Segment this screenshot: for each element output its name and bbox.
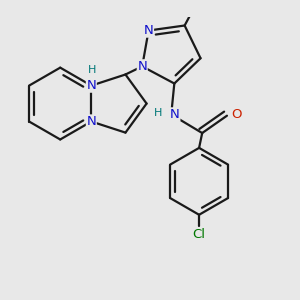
- Text: H: H: [88, 65, 97, 75]
- Text: H: H: [153, 108, 162, 118]
- Text: N: N: [86, 115, 96, 128]
- Text: Cl: Cl: [193, 228, 206, 241]
- Text: N: N: [170, 108, 180, 121]
- Text: N: N: [144, 24, 154, 37]
- Text: N: N: [86, 79, 96, 92]
- Text: N: N: [137, 60, 147, 73]
- Text: O: O: [232, 108, 242, 121]
